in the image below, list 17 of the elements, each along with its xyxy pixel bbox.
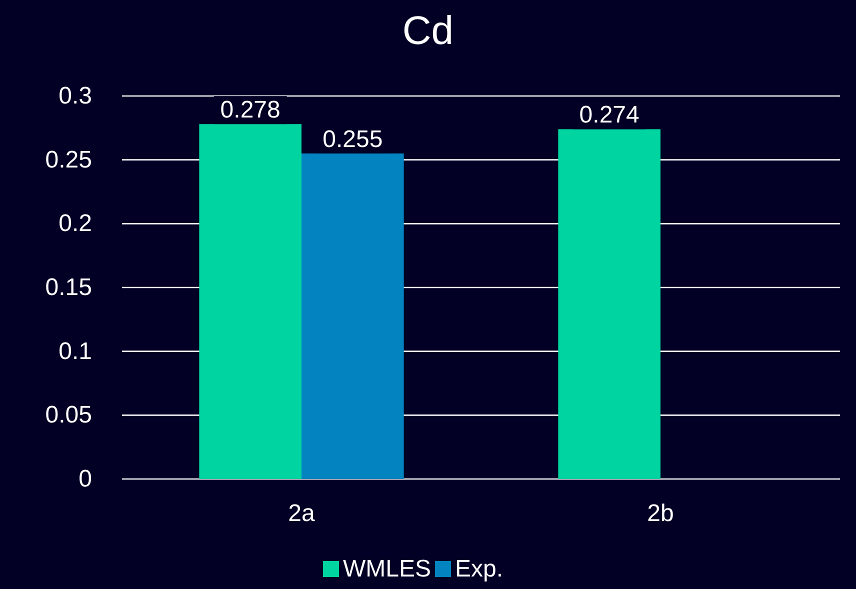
- chart-title: Cd: [402, 9, 454, 53]
- y-tick-label: 0.25: [45, 146, 92, 174]
- x-tick-label: 2b: [647, 500, 674, 527]
- bar: [302, 153, 404, 479]
- x-tick-label: 2a: [288, 500, 316, 527]
- bar: [558, 129, 660, 479]
- y-tick-label: 0.1: [58, 338, 92, 365]
- y-tick-label: 0: [78, 466, 92, 492]
- data-label: 0.255: [322, 126, 383, 153]
- data-label: 0.274: [579, 102, 640, 129]
- y-tick-label: 0.2: [58, 210, 92, 238]
- y-tick-label: 0.05: [45, 402, 92, 429]
- y-tick-label: 0.15: [45, 274, 92, 301]
- legend-label: Exp.: [455, 556, 504, 582]
- data-label: 0.278: [220, 96, 280, 124]
- legend-label: WMLES: [343, 556, 432, 582]
- y-tick-label: 0.3: [58, 82, 92, 110]
